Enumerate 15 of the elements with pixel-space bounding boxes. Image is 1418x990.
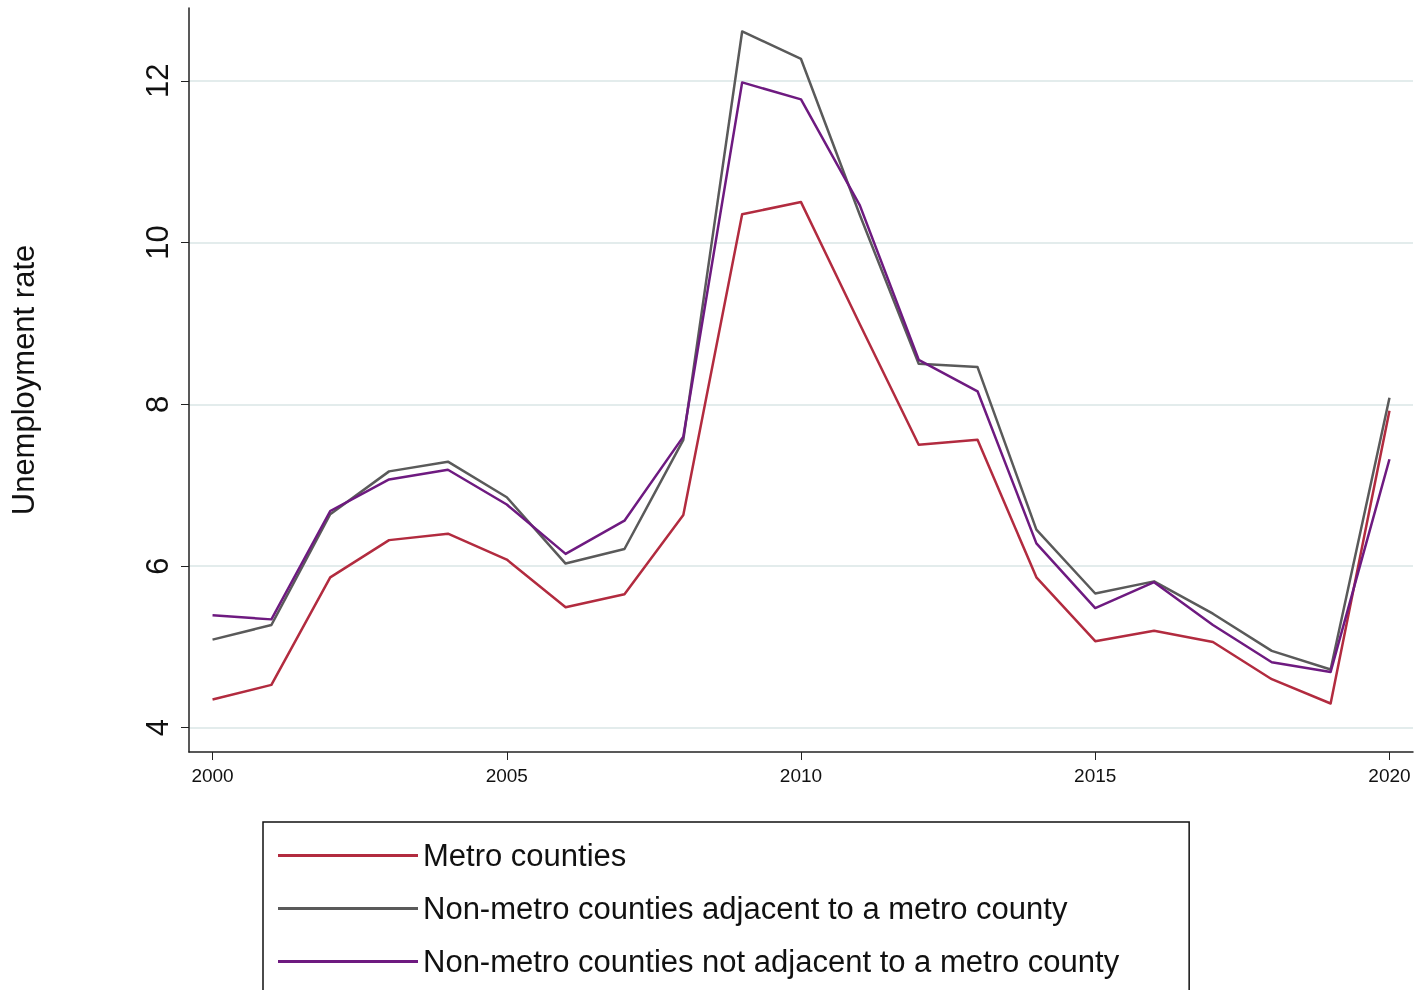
legend-label: Non-metro counties adjacent to a metro county bbox=[423, 891, 1068, 926]
y-tick-label: 10 bbox=[140, 225, 175, 260]
y-tick-label: 6 bbox=[140, 557, 175, 575]
x-tick-label: 2020 bbox=[1368, 765, 1411, 786]
x-tick-label: 2000 bbox=[191, 765, 234, 786]
x-tick-label: 2005 bbox=[485, 765, 528, 786]
y-tick-label: 8 bbox=[140, 395, 175, 413]
y-axis-title: Unemployment rate bbox=[6, 244, 41, 516]
x-tick-label: 2010 bbox=[779, 765, 823, 786]
x-tick-label: 2015 bbox=[1074, 765, 1117, 786]
y-tick-label: 12 bbox=[140, 63, 175, 99]
y-tick-label: 4 bbox=[140, 719, 175, 737]
legend-label: Metro counties bbox=[423, 838, 627, 873]
legend-label: Non-metro counties not adjacent to a metro county bbox=[423, 944, 1120, 979]
line-series bbox=[211, 200, 1391, 705]
